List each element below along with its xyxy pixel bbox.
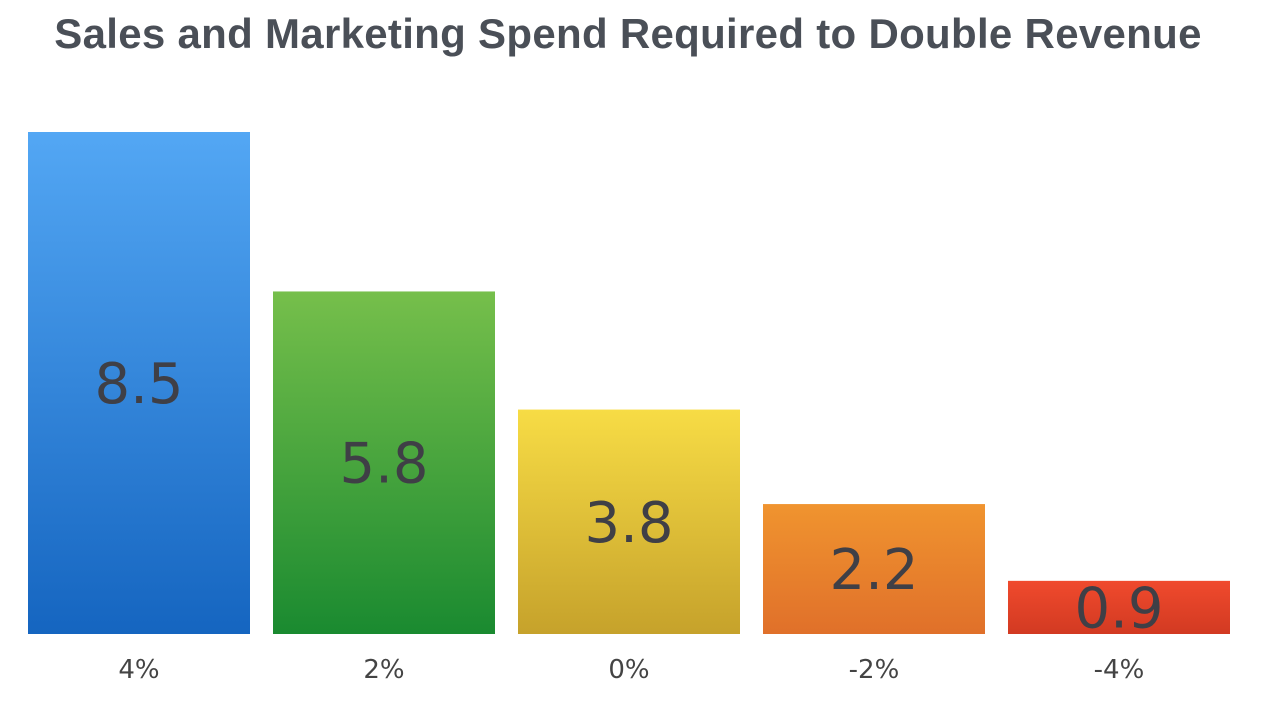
- bar-4%: [28, 132, 250, 634]
- x-tick-label: -4%: [1094, 655, 1145, 685]
- value-labels-layer: 8.5 5.8 3.8 2.2 0.9: [94, 352, 1163, 641]
- bar-value-label: 2.2: [829, 538, 918, 603]
- x-tick-label: -2%: [849, 655, 900, 685]
- bar-value-label: 0.9: [1074, 576, 1163, 641]
- bar--2%: [763, 504, 985, 634]
- bar-value-label: 8.5: [94, 352, 183, 417]
- bar--4%: [1008, 580, 1230, 634]
- bar-0%: [518, 409, 740, 634]
- chart-title: Sales and Marketing Spend Required to Do…: [54, 10, 1202, 57]
- x-tick-label: 4%: [118, 655, 159, 685]
- x-tick-label: 2%: [363, 655, 404, 685]
- bar-value-label: 3.8: [584, 491, 673, 556]
- bars-layer: [28, 132, 1230, 634]
- x-axis-ticks: 4% 2% 0% -2% -4%: [118, 655, 1144, 685]
- x-tick-label: 0%: [608, 655, 649, 685]
- bar-2%: [273, 291, 495, 634]
- bar-value-label: 5.8: [339, 432, 428, 497]
